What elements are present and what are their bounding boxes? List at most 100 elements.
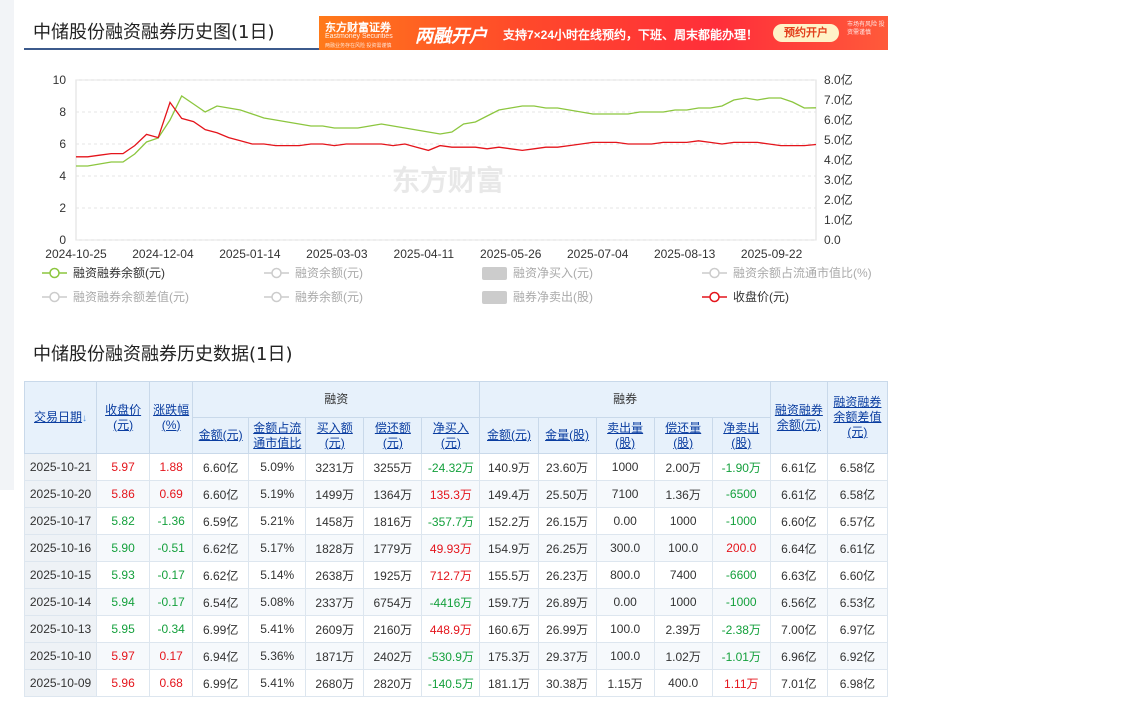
col-rz-repay-link[interactable]: 偿还额(元) (374, 420, 411, 450)
col-total[interactable]: 融资融券余额(元) (769, 381, 828, 454)
cell-close: 5.97 (96, 453, 151, 481)
col-date-link[interactable]: 交易日期 (34, 409, 83, 424)
legend-item[interactable]: 融资余额占流通市值比(%) (702, 265, 872, 280)
cell-rq-net: -1.90万 (711, 453, 771, 481)
plot-frame (75, 79, 817, 241)
col-diff[interactable]: 融资融券余额差值(元) (826, 381, 889, 454)
cell-total: 6.61亿 (769, 453, 828, 481)
cell-rz-repay: 1925万 (363, 561, 423, 589)
col-rz-ratio[interactable]: 金额占流通市值比 (248, 417, 307, 454)
cell-rq-vol: 30.38万 (537, 669, 597, 697)
ad-open-account-button[interactable]: 预约开户 (773, 24, 839, 42)
col-diff-link[interactable]: 融资融券余额差值(元) (833, 395, 882, 439)
table-row: 2025-10-13 5.95 -0.34 6.99亿 5.41% 2609万 2160万 4… (23, 615, 889, 643)
cell-rq-net: -6600 (711, 561, 771, 589)
table-row: 2025-10-20 5.86 0.69 6.60亿 5.19% 1499万 1364万 13… (23, 480, 889, 508)
margin-data-table: 交易日期↓ 收盘价(元) 涨跌幅(%) 融资 融券 融资融券余额(元) 融资融券… (23, 381, 889, 697)
col-rq-repay[interactable]: 偿还量(股) (653, 417, 713, 454)
cell-rq-amount: 152.2万 (479, 507, 539, 535)
x-tick-label: 2025-01-14 (219, 247, 281, 261)
cell-rz-buy: 1828万 (305, 534, 365, 562)
legend-item[interactable]: 融资净买入(元) (482, 266, 593, 280)
col-rq-amount-link[interactable]: 金额(元) (487, 428, 531, 442)
x-tick-label: 2025-07-04 (567, 247, 629, 261)
col-rz-amount[interactable]: 金额(元) (192, 417, 250, 454)
y-right-tick-label: 8.0亿 (824, 72, 853, 87)
cell-date: 2025-10-14 (23, 588, 98, 616)
ad-banner[interactable]: 东方财富证券 Eastmoney Securities 两融业务存在风险 投资需… (319, 16, 888, 50)
col-change[interactable]: 涨跌幅(%) (149, 381, 194, 454)
cell-rq-vol: 26.15万 (537, 507, 597, 535)
cell-rq-net: -6500 (711, 480, 771, 508)
col-rq-net-link[interactable]: 净卖出(股) (723, 420, 760, 450)
x-tick-label: 2025-09-22 (741, 247, 803, 261)
col-close-link[interactable]: 收盘价(元) (105, 402, 142, 432)
col-rz-buy-link[interactable]: 买入额(元) (316, 420, 353, 450)
cell-rz-repay: 6754万 (363, 588, 423, 616)
cell-rq-sell: 800.0 (595, 561, 655, 589)
cell-total: 6.96亿 (769, 642, 828, 670)
col-rz-repay[interactable]: 偿还额(元) (363, 417, 423, 454)
ad-text: 支持7×24小时在线预约，下班、周末都能办理！ (503, 28, 759, 42)
col-date[interactable]: 交易日期↓ (23, 381, 98, 454)
legend-item[interactable]: 融券净卖出(股) (482, 289, 593, 304)
cell-rz-buy: 2638万 (305, 561, 365, 589)
cell-rz-ratio: 5.19% (248, 480, 307, 508)
col-rq-repay-link[interactable]: 偿还量(股) (665, 420, 702, 450)
cell-rq-amount: 149.4万 (479, 480, 539, 508)
cell-date: 2025-10-15 (23, 561, 98, 589)
col-rq-net[interactable]: 净卖出(股) (711, 417, 771, 454)
cell-diff: 6.57亿 (826, 507, 889, 535)
cell-rq-sell: 7100 (595, 480, 655, 508)
col-close[interactable]: 收盘价(元) (96, 381, 151, 454)
y-left-tick-label: 8 (59, 105, 66, 119)
cell-rz-ratio: 5.36% (248, 642, 307, 670)
sort-down-icon[interactable]: ↓ (82, 412, 88, 424)
legend-item[interactable]: 融资融券余额差值(元) (42, 289, 189, 304)
x-tick-label: 2024-10-25 (45, 247, 107, 261)
cell-close: 5.86 (96, 480, 151, 508)
cell-rz-buy: 2609万 (305, 615, 365, 643)
col-rq-vol-link[interactable]: 金量(股) (545, 428, 590, 442)
col-rz-net-link[interactable]: 净买入(元) (432, 420, 469, 450)
col-change-link[interactable]: 涨跌幅(%) (153, 402, 190, 432)
cell-close: 5.94 (96, 588, 151, 616)
cell-diff: 6.61亿 (826, 534, 889, 562)
y-right-tick-label: 4.0亿 (824, 152, 853, 167)
legend-item[interactable]: 收盘价(元) (702, 289, 789, 304)
col-rz-ratio-link[interactable]: 金额占流通市值比 (253, 420, 302, 450)
legend-marker-icon (49, 291, 60, 303)
y-right-tick-label: 2.0亿 (824, 192, 853, 207)
legend-item[interactable]: 融资余额(元) (264, 265, 363, 280)
ad-fineprint: 两融业务存在风险 投资需谨慎 (325, 43, 392, 49)
col-rq-amount[interactable]: 金额(元) (479, 417, 539, 454)
legend-item[interactable]: 融资融券余额(元) (42, 265, 165, 280)
cell-rz-repay: 1364万 (363, 480, 423, 508)
col-rz-net[interactable]: 净买入(元) (421, 417, 481, 454)
col-rz-amount-link[interactable]: 金额(元) (198, 428, 243, 442)
col-rq-sell-link[interactable]: 卖出量(股) (607, 420, 644, 450)
col-rq-vol[interactable]: 金量(股) (537, 417, 597, 454)
cell-change: -0.34 (149, 615, 194, 643)
cell-rq-repay: 2.39万 (653, 615, 713, 643)
y-left-tick-label: 10 (53, 73, 67, 87)
col-total-link[interactable]: 融资融券余额(元) (774, 402, 823, 432)
col-rq-sell[interactable]: 卖出量(股) (595, 417, 655, 454)
cell-rz-net: -24.32万 (421, 453, 481, 481)
cell-total: 7.00亿 (769, 615, 828, 643)
cell-close: 5.82 (96, 507, 151, 535)
chart-section-header: 中储股份融资融券历史图(1日) 东方财富证券 Eastmoney Securit… (24, 0, 888, 50)
cell-change: 0.68 (149, 669, 194, 697)
cell-rq-sell: 100.0 (595, 615, 655, 643)
chart-svg: 东方财富 10 8 6 4 2 0 8.0亿 7.0亿 6.0亿 5.0亿 4.0亿 3.0亿 2.0… (42, 72, 872, 304)
group-rq: 融券 (479, 381, 771, 418)
cell-rz-amount: 6.60亿 (192, 453, 250, 481)
ad-logo-sub: Eastmoney Securities (325, 33, 393, 40)
cell-total: 6.64亿 (769, 534, 828, 562)
legend-item[interactable]: 融券余额(元) (264, 289, 363, 304)
legend-marker-icon (271, 291, 282, 303)
cell-rz-amount: 6.59亿 (192, 507, 250, 535)
col-rz-buy[interactable]: 买入额(元) (305, 417, 365, 454)
x-tick-label: 2024-12-04 (132, 247, 194, 261)
cell-rq-amount: 160.6万 (479, 615, 539, 643)
